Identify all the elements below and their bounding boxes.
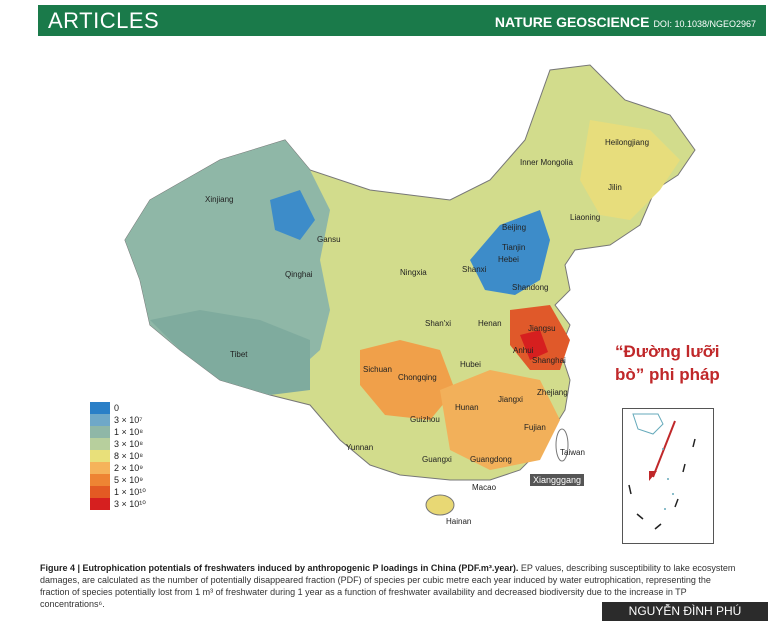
place-label: Hainan [446, 517, 471, 526]
legend-swatch [90, 486, 110, 498]
place-label: Beijing [502, 223, 526, 232]
taiwan-island [555, 428, 569, 462]
inset-map [628, 413, 696, 530]
legend-row: 0 [90, 402, 146, 414]
arrow-head-icon [649, 471, 657, 481]
map-legend: 0 3 × 10⁷ 1 × 10⁸ 3 × 10⁸ 8 × 10⁸ 2 × 10… [90, 402, 146, 510]
place-label: Hubei [460, 360, 481, 369]
place-label: Taiwan [560, 448, 585, 457]
map-inset-label: Xiangggang [530, 474, 585, 486]
place-label: Heilongjiang [605, 138, 649, 147]
legend-label: 1 × 10¹⁰ [114, 486, 146, 497]
place-label: Fujian [524, 423, 546, 432]
place-label: Hebei [498, 255, 519, 264]
legend-row: 3 × 10⁸ [90, 438, 146, 450]
dash-line [674, 498, 679, 508]
place-label: Anhui [513, 346, 534, 355]
anhui-hotspot [520, 330, 548, 360]
south-china-sea-inset [622, 408, 714, 544]
legend-row: 8 × 10⁸ [90, 450, 146, 462]
inset-coast [632, 413, 664, 435]
legend-label: 1 × 10⁸ [114, 427, 144, 437]
place-label: Shandong [512, 283, 548, 292]
caption-text: EP values, describing susceptibility to … [40, 563, 736, 609]
legend-swatch [90, 402, 110, 414]
xinjiang-blue-patch [270, 190, 315, 240]
north-blue-region [470, 210, 550, 295]
place-label: Henan [478, 319, 502, 328]
place-label: Shan'xi [425, 319, 451, 328]
place-label: Jiangxi [498, 395, 523, 404]
header-banner: ARTICLES NATURE GEOSCIENCE DOI: 10.1038/N… [38, 5, 766, 36]
place-label: Guangdong [470, 455, 512, 464]
southeast-region [440, 370, 560, 470]
place-label: Inner Mongolia [520, 158, 573, 167]
legend-label: 3 × 10⁷ [114, 415, 143, 425]
china-map: Heilongjiang Inner Mongolia Jilin Liaoni… [70, 50, 760, 540]
place-label: Zhejiang [537, 388, 568, 397]
place-label: Liaoning [570, 213, 600, 222]
dash-line [628, 484, 632, 495]
dash-line [682, 463, 686, 473]
place-label: Hunan [455, 403, 479, 412]
hainan-island [425, 494, 455, 516]
place-label: Shanxi [462, 265, 487, 274]
place-label: Jiangsu [528, 324, 556, 333]
annotation-line-2: bò” phi pháp [615, 365, 720, 384]
figure-caption: Figure 4 | Eutrophication potentials of … [40, 562, 740, 610]
legend-row: 3 × 10¹⁰ [90, 498, 146, 510]
annotation-line-1: “Đường lưỡi [615, 342, 720, 361]
doi-label: DOI: 10.1038/NGEO2967 [653, 19, 756, 29]
legend-swatch [90, 498, 110, 510]
legend-label: 3 × 10⁸ [114, 439, 144, 449]
place-label: Macao [472, 483, 497, 492]
dash-line [654, 523, 662, 530]
journal-title: NATURE GEOSCIENCE [494, 14, 650, 30]
legend-label: 3 × 10¹⁰ [114, 498, 146, 509]
place-label: Xinjiang [205, 195, 233, 204]
legend-label: 8 × 10⁸ [114, 451, 144, 461]
section-title: ARTICLES [48, 8, 160, 33]
legend-swatch [90, 414, 110, 426]
place-label: Tianjin [502, 243, 525, 252]
dash-line [692, 438, 696, 448]
place-label: Gansu [317, 235, 341, 244]
place-label: Guangxi [422, 455, 452, 464]
legend-row: 2 × 10⁹ [90, 462, 146, 474]
island-dot [662, 448, 664, 450]
place-label: Ningxia [400, 268, 427, 277]
place-label: Jilin [608, 183, 622, 192]
place-label: Qinghai [285, 270, 313, 279]
island-dot [667, 478, 669, 480]
dash-line [636, 513, 644, 520]
legend-swatch [90, 462, 110, 474]
legend-label: 5 × 10⁹ [114, 475, 144, 485]
sichuan-region [360, 340, 455, 420]
annotation-text: “Đường lưỡi bò” phi pháp [615, 340, 720, 386]
legend-row: 1 × 10⁸ [90, 426, 146, 438]
legend-swatch [90, 450, 110, 462]
legend-row: 3 × 10⁷ [90, 414, 146, 426]
place-label: Shanghai [532, 356, 566, 365]
legend-row: 1 × 10¹⁰ [90, 486, 146, 498]
place-label: Yunnan [346, 443, 373, 452]
china-map-svg: Heilongjiang Inner Mongolia Jilin Liaoni… [124, 64, 696, 526]
place-label: Sichuan [363, 365, 392, 374]
tibet-region [150, 310, 310, 395]
legend-label: 0 [114, 403, 120, 413]
legend-swatch [90, 474, 110, 486]
northeast-region [580, 120, 680, 220]
place-label: Chongqing [398, 373, 437, 382]
caption-bold: Figure 4 | Eutrophication potentials of … [40, 563, 519, 573]
legend-swatch [90, 438, 110, 450]
legend-label: 2 × 10⁹ [114, 463, 144, 473]
island-dot [664, 508, 666, 510]
journal-name: NATURE GEOSCIENCE DOI: 10.1038/NGEO2967 [495, 14, 756, 30]
place-label: Tibet [230, 350, 248, 359]
legend-row: 5 × 10⁹ [90, 474, 146, 486]
credit-badge: NGUYỄN ĐÌNH PHÚ [602, 602, 768, 621]
island-dot [672, 493, 674, 495]
place-label: Guizhou [410, 415, 440, 424]
legend-swatch [90, 426, 110, 438]
